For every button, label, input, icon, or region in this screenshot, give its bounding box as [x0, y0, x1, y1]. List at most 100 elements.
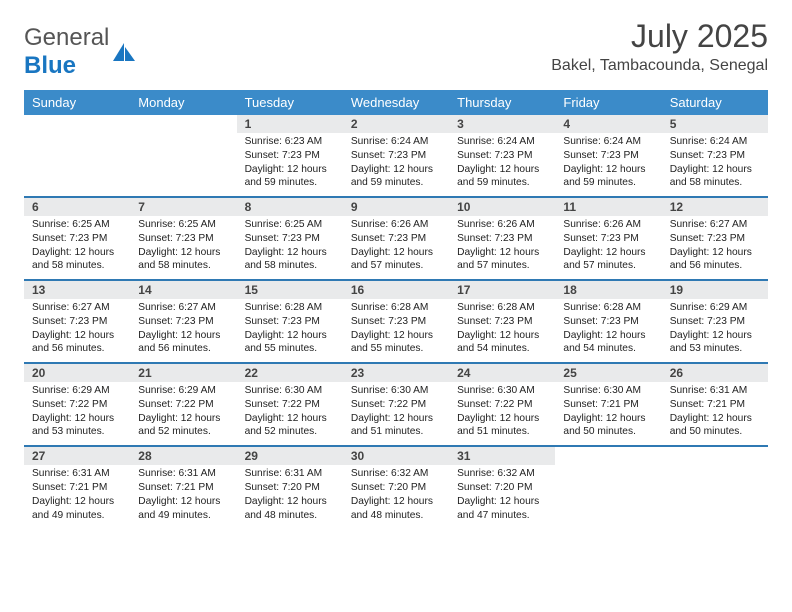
calendar-day-cell: 17Sunrise: 6:28 AMSunset: 7:23 PMDayligh…	[449, 279, 555, 362]
sunset-line: Sunset: 7:23 PM	[670, 315, 760, 329]
day-number: 11	[555, 196, 661, 216]
sunset-line: Sunset: 7:23 PM	[138, 315, 228, 329]
day-detail: Sunrise: 6:26 AMSunset: 7:23 PMDaylight:…	[343, 216, 449, 279]
daylight-line: Daylight: 12 hours and 57 minutes.	[563, 246, 653, 274]
calendar-blank-cell	[555, 445, 661, 528]
weekday-header: Wednesday	[343, 90, 449, 115]
sunset-line: Sunset: 7:23 PM	[245, 232, 335, 246]
sunrise-line: Sunrise: 6:32 AM	[457, 467, 547, 481]
daylight-line: Daylight: 12 hours and 55 minutes.	[351, 329, 441, 357]
calendar-week-row: 20Sunrise: 6:29 AMSunset: 7:22 PMDayligh…	[24, 362, 768, 445]
day-number: 15	[237, 279, 343, 299]
sunset-line: Sunset: 7:23 PM	[457, 315, 547, 329]
calendar-week-row: 1Sunrise: 6:23 AMSunset: 7:23 PMDaylight…	[24, 115, 768, 196]
day-number: 31	[449, 445, 555, 465]
daylight-line: Daylight: 12 hours and 51 minutes.	[351, 412, 441, 440]
sunset-line: Sunset: 7:20 PM	[351, 481, 441, 495]
day-number: 7	[130, 196, 236, 216]
calendar-day-cell: 12Sunrise: 6:27 AMSunset: 7:23 PMDayligh…	[662, 196, 768, 279]
calendar-day-cell: 28Sunrise: 6:31 AMSunset: 7:21 PMDayligh…	[130, 445, 236, 528]
calendar-day-cell: 14 Sunrise: 6:27 AMSunset: 7:23 PMDayligh…	[130, 279, 236, 362]
daylight-line: Daylight: 12 hours and 57 minutes.	[351, 246, 441, 274]
daylight-line: Daylight: 12 hours and 50 minutes.	[670, 412, 760, 440]
calendar-day-cell: 23Sunrise: 6:30 AMSunset: 7:22 PMDayligh…	[343, 362, 449, 445]
daylight-line: Daylight: 12 hours and 56 minutes.	[138, 329, 228, 357]
weekday-header: Tuesday	[237, 90, 343, 115]
day-detail: Sunrise: 6:31 AMSunset: 7:21 PMDaylight:…	[662, 382, 768, 445]
calendar-day-cell: 18Sunrise: 6:28 AMSunset: 7:23 PMDayligh…	[555, 279, 661, 362]
sunset-line: Sunset: 7:23 PM	[457, 232, 547, 246]
calendar-header-row: SundayMondayTuesdayWednesdayThursdayFrid…	[24, 90, 768, 115]
calendar-day-cell: 3Sunrise: 6:24 AMSunset: 7:23 PMDaylight…	[449, 115, 555, 196]
sunrise-line: Sunrise: 6:31 AM	[245, 467, 335, 481]
day-number: 30	[343, 445, 449, 465]
calendar-day-cell: 6Sunrise: 6:25 AMSunset: 7:23 PMDaylight…	[24, 196, 130, 279]
day-number: 25	[555, 362, 661, 382]
sunset-line: Sunset: 7:22 PM	[245, 398, 335, 412]
sunrise-line: Sunrise: 6:31 AM	[32, 467, 122, 481]
sunrise-line: Sunrise: 6:28 AM	[245, 301, 335, 315]
day-number: 24	[449, 362, 555, 382]
sunset-line: Sunset: 7:21 PM	[138, 481, 228, 495]
day-detail: Sunrise: 6:29 AMSunset: 7:22 PMDaylight:…	[24, 382, 130, 445]
sunrise-line: Sunrise: 6:27 AM	[138, 301, 228, 315]
daylight-line: Daylight: 12 hours and 50 minutes.	[563, 412, 653, 440]
daylight-line: Daylight: 12 hours and 48 minutes.	[351, 495, 441, 523]
day-detail: Sunrise: 6:24 AMSunset: 7:23 PMDaylight:…	[449, 133, 555, 196]
sunset-line: Sunset: 7:23 PM	[351, 315, 441, 329]
daylight-line: Daylight: 12 hours and 52 minutes.	[138, 412, 228, 440]
daylight-line: Daylight: 12 hours and 59 minutes.	[457, 163, 547, 191]
calendar-table: SundayMondayTuesdayWednesdayThursdayFrid…	[24, 90, 768, 528]
day-detail: Sunrise: 6:27 AMSunset: 7:23 PMDaylight:…	[662, 216, 768, 279]
sunrise-line: Sunrise: 6:30 AM	[245, 384, 335, 398]
weekday-header: Sunday	[24, 90, 130, 115]
day-number: 16	[343, 279, 449, 299]
day-detail: Sunrise: 6:24 AMSunset: 7:23 PMDaylight:…	[662, 133, 768, 196]
brand-part1: General	[24, 24, 109, 51]
daylight-line: Daylight: 12 hours and 59 minutes.	[563, 163, 653, 191]
sunset-line: Sunset: 7:23 PM	[351, 232, 441, 246]
sunset-line: Sunset: 7:20 PM	[457, 481, 547, 495]
calendar-day-cell: 13Sunrise: 6:27 AMSunset: 7:23 PMDayligh…	[24, 279, 130, 362]
sunset-line: Sunset: 7:23 PM	[245, 315, 335, 329]
sunrise-line: Sunrise: 6:24 AM	[351, 135, 441, 149]
calendar-day-cell: 21Sunrise: 6:29 AMSunset: 7:22 PMDayligh…	[130, 362, 236, 445]
day-detail: Sunrise: 6:29 AMSunset: 7:22 PMDaylight:…	[130, 382, 236, 445]
day-detail: Sunrise: 6:23 AMSunset: 7:23 PMDaylight:…	[237, 133, 343, 196]
day-number: 23	[343, 362, 449, 382]
sunset-line: Sunset: 7:23 PM	[32, 232, 122, 246]
sunrise-line: Sunrise: 6:28 AM	[457, 301, 547, 315]
daylight-line: Daylight: 12 hours and 58 minutes.	[138, 246, 228, 274]
day-detail: Sunrise: 6:25 AMSunset: 7:23 PMDaylight:…	[24, 216, 130, 279]
day-detail: Sunrise: 6:32 AMSunset: 7:20 PMDaylight:…	[343, 465, 449, 528]
day-number: 17	[449, 279, 555, 299]
day-detail: Sunrise: 6:28 AMSunset: 7:23 PMDaylight:…	[449, 299, 555, 362]
sunset-line: Sunset: 7:23 PM	[245, 149, 335, 163]
page-header: General Blue July 2025 Bakel, Tambacound…	[24, 18, 768, 80]
day-detail: Sunrise: 6:26 AMSunset: 7:23 PMDaylight:…	[555, 216, 661, 279]
day-number: 14	[130, 279, 236, 299]
day-detail: Sunrise: 6:24 AMSunset: 7:23 PMDaylight:…	[555, 133, 661, 196]
day-detail: Sunrise: 6:28 AMSunset: 7:23 PMDaylight:…	[555, 299, 661, 362]
day-detail: Sunrise: 6:30 AMSunset: 7:22 PMDaylight:…	[343, 382, 449, 445]
day-detail: Sunrise: 6:31 AMSunset: 7:20 PMDaylight:…	[237, 465, 343, 528]
daylight-line: Daylight: 12 hours and 54 minutes.	[457, 329, 547, 357]
calendar-week-row: 13Sunrise: 6:27 AMSunset: 7:23 PMDayligh…	[24, 279, 768, 362]
calendar-day-cell: 15Sunrise: 6:28 AMSunset: 7:23 PMDayligh…	[237, 279, 343, 362]
calendar-day-cell: 1Sunrise: 6:23 AMSunset: 7:23 PMDaylight…	[237, 115, 343, 196]
day-detail: Sunrise: 6:29 AMSunset: 7:23 PMDaylight:…	[662, 299, 768, 362]
sunrise-line: Sunrise: 6:29 AM	[670, 301, 760, 315]
sunrise-line: Sunrise: 6:26 AM	[563, 218, 653, 232]
daylight-line: Daylight: 12 hours and 52 minutes.	[245, 412, 335, 440]
sunset-line: Sunset: 7:21 PM	[32, 481, 122, 495]
weekday-header: Thursday	[449, 90, 555, 115]
day-number: 22	[237, 362, 343, 382]
sunrise-line: Sunrise: 6:27 AM	[32, 301, 122, 315]
day-number: 19	[662, 279, 768, 299]
calendar-day-cell: 2Sunrise: 6:24 AMSunset: 7:23 PMDaylight…	[343, 115, 449, 196]
sunset-line: Sunset: 7:22 PM	[32, 398, 122, 412]
sunrise-line: Sunrise: 6:23 AM	[245, 135, 335, 149]
sunrise-line: Sunrise: 6:31 AM	[670, 384, 760, 398]
day-number: 4	[555, 115, 661, 133]
calendar-day-cell: 31Sunrise: 6:32 AMSunset: 7:20 PMDayligh…	[449, 445, 555, 528]
